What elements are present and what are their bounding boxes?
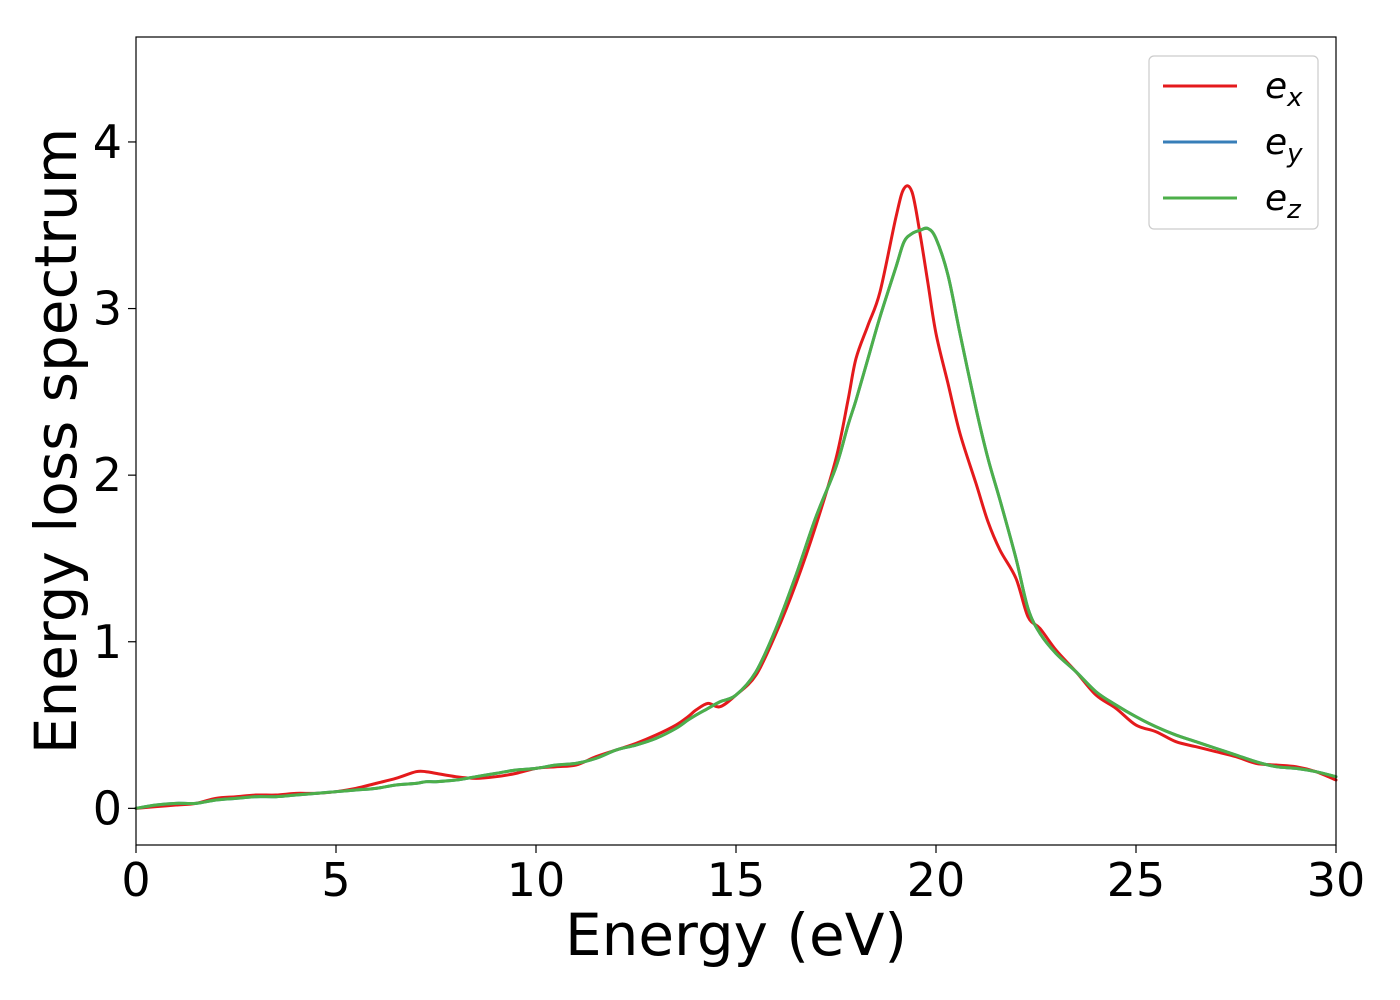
y-tick-label: 2	[93, 448, 122, 502]
legend-label-ey: ey	[1265, 122, 1303, 169]
legend-label-ex: ex	[1265, 66, 1303, 113]
y-tick-label: 1	[93, 615, 122, 669]
series-layer	[134, 184, 1338, 810]
y-axis-label: Energy loss spectrum	[22, 128, 90, 754]
series-line-ez	[134, 226, 1338, 810]
x-tick-label: 20	[907, 853, 966, 907]
y-tick-label: 0	[93, 781, 122, 835]
x-axis-ticks: 0 5 10 15 20 25 30	[121, 845, 1365, 907]
x-tick-label: 0	[121, 853, 150, 907]
y-tick-label: 3	[93, 282, 122, 336]
y-tick-label: 4	[93, 115, 122, 169]
x-axis-label: Energy (eV)	[565, 901, 907, 969]
x-tick-label: 15	[707, 853, 766, 907]
x-tick-label: 5	[321, 853, 350, 907]
x-tick-label: 25	[1107, 853, 1166, 907]
y-axis-ticks: 0 1 2 3 4	[93, 115, 136, 835]
legend-subscript: x	[1286, 83, 1303, 113]
x-tick-label: 10	[507, 853, 566, 907]
x-tick-label: 30	[1307, 853, 1366, 907]
legend-subscript: z	[1286, 195, 1302, 225]
legend-subscript: y	[1286, 139, 1303, 169]
series-line-ex	[134, 184, 1338, 810]
